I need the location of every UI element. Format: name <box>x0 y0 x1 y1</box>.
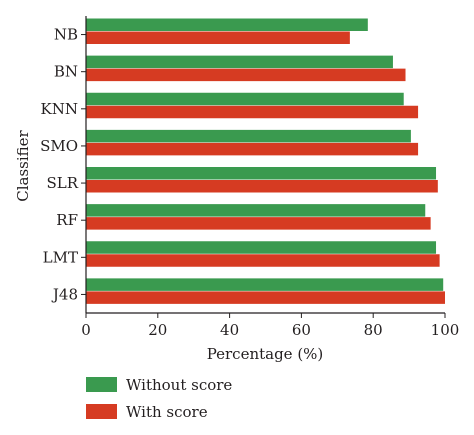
bar-lmt-without-score <box>86 241 437 254</box>
y-axis-title: Classifier <box>14 129 32 201</box>
x-tick-label: 0 <box>81 321 91 339</box>
x-tick-labels: 0 20 40 60 80 100 <box>81 313 459 339</box>
bar-nb-without-score <box>86 18 368 31</box>
bar-slr-without-score <box>86 167 437 180</box>
bar-j48-with-score <box>86 291 445 304</box>
x-axis-title: Percentage (%) <box>207 345 324 363</box>
bars-group <box>86 18 445 304</box>
y-tick-label: SMO <box>40 137 78 155</box>
legend-swatch-without-score <box>86 377 117 392</box>
y-tick-label: J48 <box>51 285 78 303</box>
bar-nb-with-score <box>86 31 350 44</box>
x-tick-label: 60 <box>292 321 311 339</box>
bar-slr-with-score <box>86 180 438 193</box>
bar-bn-with-score <box>86 68 406 82</box>
bar-lmt-with-score <box>86 254 440 267</box>
bar-smo-without-score <box>86 129 411 143</box>
bar-knn-with-score <box>86 105 419 119</box>
y-tick-label: NB <box>54 26 78 44</box>
y-tick-label: SLR <box>46 174 78 192</box>
y-tick-label: LMT <box>43 248 78 266</box>
x-tick-label: 80 <box>364 321 383 339</box>
bar-j48-without-score <box>86 278 444 291</box>
x-tick-label: 40 <box>220 321 239 339</box>
bar-rf-with-score <box>86 217 431 230</box>
y-tick-label: KNN <box>41 100 78 118</box>
bar-smo-with-score <box>86 142 419 156</box>
legend-swatch-with-score <box>86 404 117 419</box>
bar-bn-without-score <box>86 55 393 69</box>
y-tick-labels: NB BN KNN SMO SLR RF LMT J48 <box>40 26 86 303</box>
x-tick-label: 100 <box>431 321 460 339</box>
legend-label: With score <box>126 403 208 421</box>
legend-label: Without score <box>126 376 232 394</box>
y-tick-label: RF <box>56 211 78 229</box>
bar-knn-without-score <box>86 92 404 106</box>
y-tick-label: BN <box>54 63 78 81</box>
legend: Without score With score <box>86 376 232 421</box>
bar-rf-without-score <box>86 204 426 217</box>
x-tick-label: 20 <box>148 321 167 339</box>
